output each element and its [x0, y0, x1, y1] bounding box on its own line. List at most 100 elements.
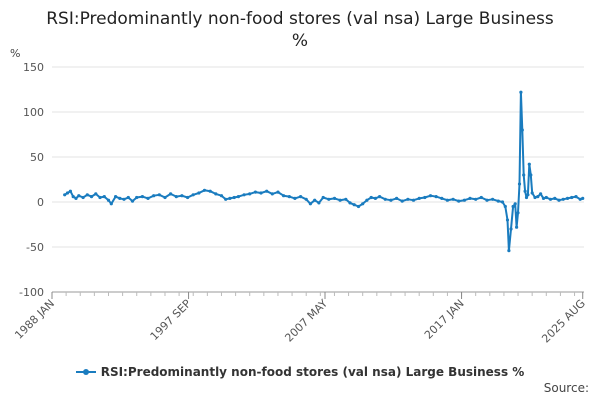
data-point	[140, 195, 144, 199]
data-point	[157, 193, 161, 197]
data-point	[389, 198, 393, 202]
data-point	[553, 196, 557, 200]
data-point	[565, 196, 570, 200]
data-point	[513, 202, 517, 206]
data-point	[561, 197, 565, 201]
data-point	[356, 204, 361, 209]
data-point	[468, 196, 472, 200]
legend-label: RSI:Predominantly non-food stores (val n…	[100, 365, 525, 379]
data-point	[191, 193, 195, 197]
data-point	[214, 192, 218, 196]
data-point	[503, 204, 507, 209]
data-point	[524, 195, 529, 200]
data-point	[434, 195, 438, 199]
data-point	[102, 195, 106, 199]
source-label: Source:	[543, 381, 589, 395]
data-point	[253, 190, 257, 194]
data-point	[163, 195, 167, 200]
data-point	[293, 196, 297, 200]
data-point	[321, 195, 325, 200]
data-point	[527, 162, 531, 166]
gridlines	[52, 66, 584, 293]
data-point	[548, 197, 553, 201]
data-point	[94, 192, 98, 196]
data-point	[395, 196, 399, 200]
data-point	[228, 196, 232, 200]
data-point	[406, 197, 410, 201]
data-point	[581, 196, 585, 200]
data-point	[282, 194, 286, 198]
x-tick-label: 1997 SEP	[148, 297, 194, 343]
data-point	[89, 195, 94, 199]
data-point	[529, 173, 533, 177]
chart-title: RSI:Predominantly non-food stores (val n…	[0, 8, 600, 52]
data-point	[541, 196, 546, 200]
data-point	[570, 195, 574, 200]
data-point	[348, 201, 352, 205]
data-point	[180, 194, 184, 198]
data-point	[491, 197, 495, 201]
data-point	[517, 182, 522, 186]
data-point	[509, 227, 513, 231]
data-point	[71, 195, 75, 199]
x-tick-label: 2017 JAN	[422, 297, 467, 342]
data-point	[114, 195, 118, 199]
data-point	[516, 211, 520, 215]
data-point	[557, 198, 561, 202]
data-point	[539, 192, 543, 196]
data-point	[98, 195, 102, 200]
data-point	[74, 196, 78, 200]
y-tick-label: 0	[37, 196, 44, 209]
data-point	[507, 249, 511, 253]
data-point	[365, 198, 369, 202]
data-point	[109, 202, 113, 206]
data-point	[232, 195, 236, 200]
chart-title-line-2: %	[291, 31, 309, 51]
data-point	[536, 195, 540, 199]
data-point	[440, 196, 444, 200]
data-point	[522, 173, 526, 177]
data-point	[327, 197, 331, 201]
data-point	[308, 202, 312, 206]
data-point	[574, 195, 578, 199]
y-tick-label: 50	[30, 151, 44, 164]
data-point	[369, 195, 373, 200]
data-point	[270, 192, 274, 196]
data-point	[122, 197, 126, 201]
data-point	[526, 193, 530, 197]
data-point	[224, 197, 228, 201]
data-point	[423, 195, 427, 200]
y-axis-label: %	[10, 47, 20, 60]
data-point	[118, 196, 122, 200]
data-point	[457, 199, 461, 203]
data-point	[373, 196, 377, 200]
data-point	[378, 195, 382, 199]
data-point	[361, 202, 365, 206]
data-point	[332, 196, 337, 200]
data-point	[496, 199, 500, 203]
data-point	[236, 195, 240, 199]
data-point	[445, 198, 449, 202]
data-point	[352, 203, 356, 207]
data-point	[505, 218, 510, 222]
y-tick-label: -100	[19, 286, 44, 299]
data-point	[202, 188, 207, 192]
data-point	[479, 195, 483, 200]
data-point	[515, 225, 519, 229]
data-point	[304, 197, 308, 201]
data-point	[500, 200, 505, 204]
data-point	[462, 198, 466, 202]
legend[interactable]: RSI:Predominantly non-food stores (val n…	[0, 365, 600, 379]
data-point	[474, 197, 478, 201]
y-tick-label: -50	[26, 241, 44, 254]
data-point	[317, 201, 321, 205]
data-point	[130, 199, 135, 203]
y-tick-label: 150	[23, 61, 44, 74]
data-point	[287, 195, 291, 199]
data-point	[530, 191, 534, 195]
data-point	[126, 195, 130, 200]
data-point	[511, 204, 515, 209]
data-point	[68, 189, 72, 193]
data-point	[338, 198, 342, 202]
